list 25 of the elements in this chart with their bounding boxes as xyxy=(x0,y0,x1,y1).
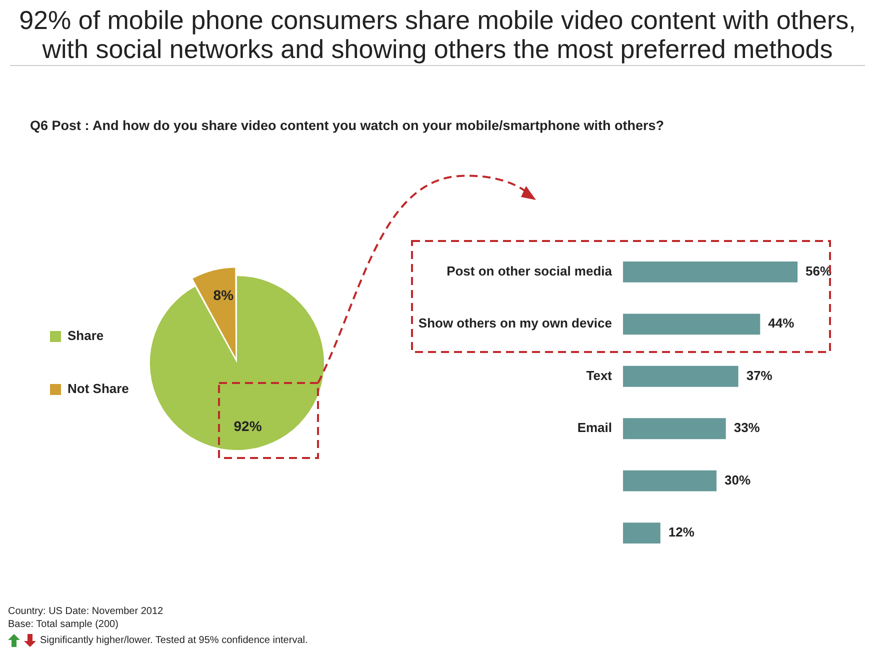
bar xyxy=(623,522,660,544)
chart-subtitle: Q6 Post : And how do you share video content you watch on your mobile/smartphone with others? xyxy=(30,118,664,133)
data-label: 12% xyxy=(668,524,695,540)
data-label: 92% xyxy=(234,418,262,434)
data-label: 30% xyxy=(724,472,751,488)
bar xyxy=(623,366,738,387)
legend-label: Share xyxy=(68,328,104,344)
bar xyxy=(623,314,760,335)
data-label: 56% xyxy=(806,263,832,278)
bar xyxy=(623,418,726,440)
text: Country: US Date: November 2012 xyxy=(8,605,164,618)
data-label: 44% xyxy=(768,316,795,331)
text: 92% of mobile phone consumers share mobile video content with others, with social networks and showing others the most preferred methods xyxy=(10,5,865,66)
data-label: 37% xyxy=(746,368,773,383)
legend-label: Not Share xyxy=(68,381,129,396)
data-label: 8% xyxy=(213,287,234,304)
y-tick-label: Show others on my own device xyxy=(418,316,612,331)
bar xyxy=(623,261,798,282)
data-label: 33% xyxy=(734,420,760,436)
y-tick-label: Post on other social media xyxy=(446,263,613,278)
y-tick-label: Email xyxy=(577,420,612,436)
y-tick-label: Text xyxy=(586,368,613,383)
text: Significantly higher/lower. Tested at 95% confidence interval. xyxy=(40,634,308,647)
bar xyxy=(623,470,716,492)
text: Base: Total sample (200) xyxy=(8,618,120,631)
